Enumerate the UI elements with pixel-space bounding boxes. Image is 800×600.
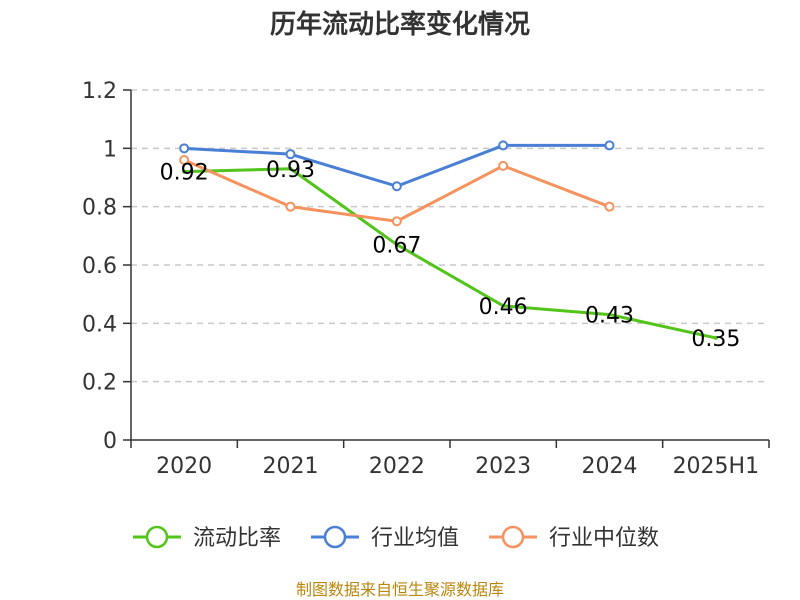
y-tick-label: 0.8 bbox=[82, 196, 117, 221]
x-tick-label: 2021 bbox=[263, 454, 319, 479]
series-point bbox=[391, 181, 402, 192]
series-point bbox=[179, 155, 190, 165]
legend-marker bbox=[501, 525, 525, 549]
legend-marker bbox=[323, 525, 347, 549]
series-point bbox=[182, 169, 187, 174]
series-point bbox=[391, 216, 402, 227]
series-point bbox=[604, 140, 615, 151]
series-point bbox=[498, 140, 509, 151]
data-label: 0.46 bbox=[479, 295, 528, 320]
legend-item: 流动比率 bbox=[133, 525, 281, 551]
y-tick-label: 1.2 bbox=[82, 79, 117, 104]
legend-item: 行业中位数 bbox=[489, 525, 659, 551]
series-layer bbox=[179, 140, 718, 340]
legend-label: 行业中位数 bbox=[549, 526, 659, 551]
data-label: 0.35 bbox=[691, 327, 740, 352]
y-tick-label: 0.4 bbox=[82, 312, 117, 337]
data-label: 0.43 bbox=[585, 304, 634, 329]
grid-layer bbox=[131, 89, 769, 383]
series-point bbox=[288, 166, 293, 171]
series-point bbox=[394, 242, 399, 247]
x-tick-label: 2022 bbox=[369, 454, 425, 479]
x-tick-label: 2020 bbox=[156, 454, 212, 479]
x-tick-label: 2023 bbox=[475, 454, 531, 479]
legend: 流动比率 行业均值 行业中位数 bbox=[133, 525, 659, 551]
series-line bbox=[184, 167, 717, 340]
y-tick-label: 0 bbox=[103, 429, 117, 454]
series-1 bbox=[182, 166, 718, 340]
y-tick-label: 0.6 bbox=[82, 254, 117, 279]
x-tick-label: 2024 bbox=[582, 454, 638, 479]
series-point bbox=[285, 201, 296, 212]
data-label: 0.67 bbox=[372, 234, 421, 259]
series-point bbox=[604, 201, 615, 212]
series-point bbox=[498, 160, 509, 171]
x-tick-label: 2025H1 bbox=[673, 454, 760, 479]
series-point bbox=[713, 335, 718, 340]
series-3 bbox=[179, 155, 615, 227]
series-2 bbox=[179, 140, 615, 192]
data-label-layer: 0.92 0.93 0.67 0.46 0.43 0.35 bbox=[160, 158, 741, 352]
legend-item: 行业均值 bbox=[311, 525, 459, 551]
legend-label: 流动比率 bbox=[193, 526, 281, 551]
y-tick-label: 0.2 bbox=[82, 371, 117, 396]
series-point bbox=[179, 143, 190, 154]
data-label: 0.92 bbox=[160, 161, 209, 186]
data-label: 0.93 bbox=[266, 158, 315, 183]
series-line bbox=[184, 143, 610, 188]
series-point bbox=[607, 312, 612, 317]
source-note: 制图数据来自恒生聚源数据库 bbox=[296, 580, 504, 599]
axis-layer: 0 0.2 0.4 0.6 0.8 1 1.2 2020 2021 2022 2023 2024 202… bbox=[82, 79, 770, 479]
chart-title: 历年流动比率变化情况 bbox=[270, 9, 530, 40]
legend-label: 行业均值 bbox=[371, 526, 459, 551]
series-point bbox=[501, 303, 506, 308]
series-point bbox=[285, 149, 296, 160]
legend-marker bbox=[145, 525, 169, 549]
y-tick-label: 1 bbox=[103, 137, 117, 162]
